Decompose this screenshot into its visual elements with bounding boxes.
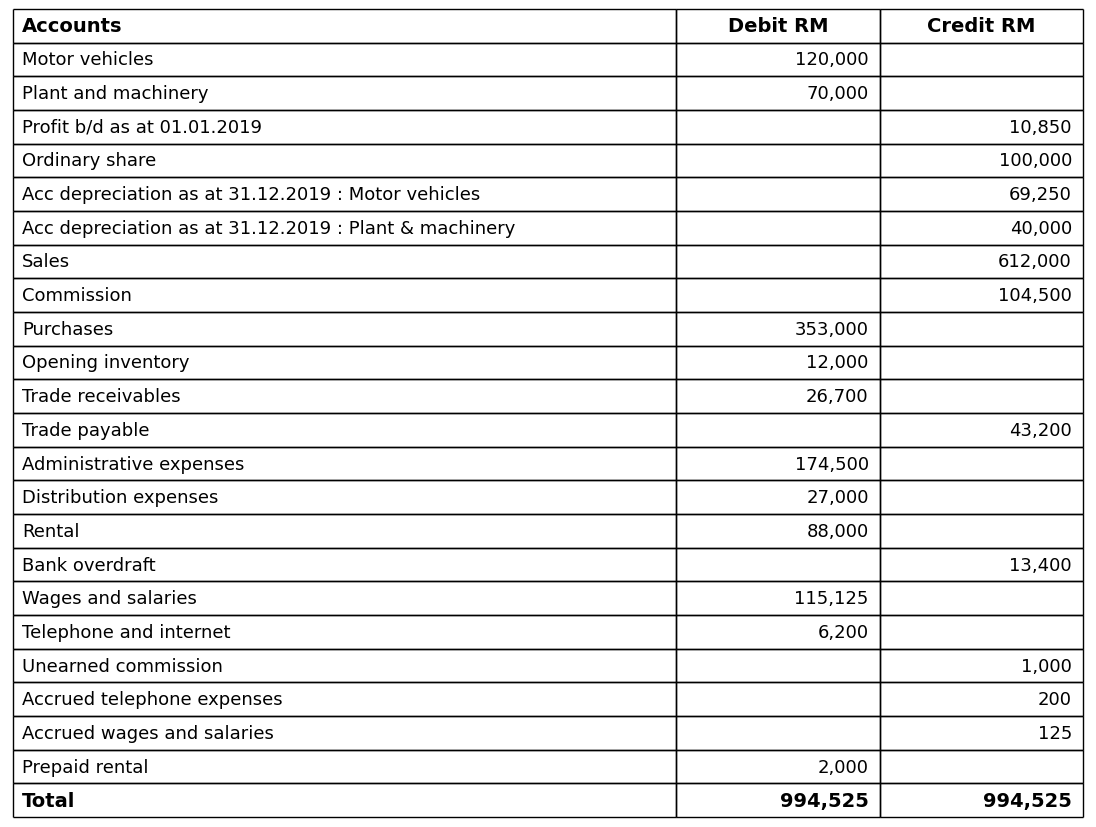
Text: Trade payable: Trade payable [22,421,149,439]
Text: 88,000: 88,000 [807,522,869,540]
Text: Acc depreciation as at 31.12.2019 : Motor vehicles: Acc depreciation as at 31.12.2019 : Moto… [22,186,480,204]
Text: 994,525: 994,525 [983,791,1072,810]
Text: 10,850: 10,850 [1009,118,1072,136]
Text: 2,000: 2,000 [818,758,869,776]
Text: Distribution expenses: Distribution expenses [22,489,218,507]
Text: 27,000: 27,000 [807,489,869,507]
Text: Commission: Commission [22,287,132,305]
Text: 100,000: 100,000 [998,152,1072,170]
Text: Administrative expenses: Administrative expenses [22,455,244,473]
Text: Accrued wages and salaries: Accrued wages and salaries [22,724,274,742]
Text: Opening inventory: Opening inventory [22,354,190,372]
Text: 200: 200 [1038,691,1072,709]
Text: 70,000: 70,000 [807,85,869,103]
Text: Total: Total [22,791,76,810]
Text: Sales: Sales [22,253,70,271]
Text: Profit b/d as at 01.01.2019: Profit b/d as at 01.01.2019 [22,118,262,136]
Text: 13,400: 13,400 [1009,556,1072,574]
Text: 1,000: 1,000 [1021,657,1072,675]
Text: Prepaid rental: Prepaid rental [22,758,148,776]
Text: 6,200: 6,200 [818,623,869,641]
Text: 69,250: 69,250 [1009,186,1072,204]
Text: Bank overdraft: Bank overdraft [22,556,156,574]
Text: 43,200: 43,200 [1009,421,1072,439]
Text: Wages and salaries: Wages and salaries [22,590,197,608]
Text: Acc depreciation as at 31.12.2019 : Plant & machinery: Acc depreciation as at 31.12.2019 : Plan… [22,219,515,237]
Text: 174,500: 174,500 [795,455,869,473]
Text: 40,000: 40,000 [1009,219,1072,237]
Text: Trade receivables: Trade receivables [22,388,181,406]
Text: Telephone and internet: Telephone and internet [22,623,230,641]
Text: 612,000: 612,000 [998,253,1072,271]
Text: Purchases: Purchases [22,320,113,338]
Text: 994,525: 994,525 [779,791,869,810]
Text: Rental: Rental [22,522,79,540]
Text: 120,000: 120,000 [795,51,869,69]
Text: 125: 125 [1038,724,1072,742]
Text: Accounts: Accounts [22,17,123,36]
Text: Debit RM: Debit RM [728,17,829,36]
Text: Unearned commission: Unearned commission [22,657,222,675]
Text: Plant and machinery: Plant and machinery [22,85,208,103]
Text: 353,000: 353,000 [795,320,869,338]
Text: Ordinary share: Ordinary share [22,152,156,170]
Text: Motor vehicles: Motor vehicles [22,51,153,69]
Text: 115,125: 115,125 [795,590,869,608]
Text: 104,500: 104,500 [998,287,1072,305]
Text: 26,700: 26,700 [806,388,869,406]
Text: Accrued telephone expenses: Accrued telephone expenses [22,691,283,709]
Text: Credit RM: Credit RM [927,17,1036,36]
Text: 12,000: 12,000 [807,354,869,372]
